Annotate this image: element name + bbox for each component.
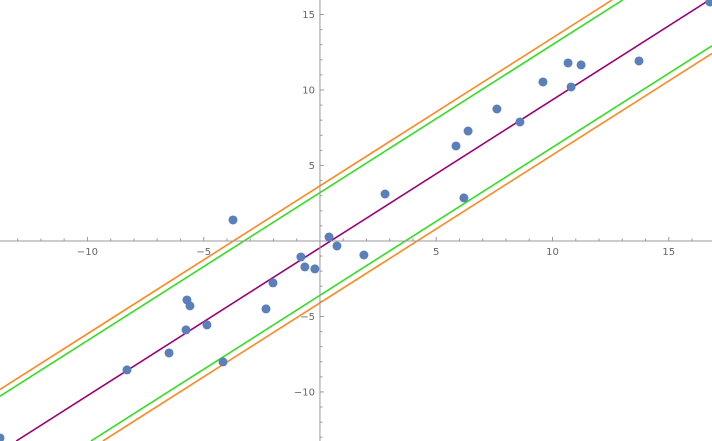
data-point	[463, 126, 473, 136]
data-point	[515, 117, 525, 127]
fit-line-4	[102, 52, 712, 441]
data-point	[185, 301, 195, 311]
data-point	[268, 278, 278, 288]
x-tick-label: −10	[77, 247, 98, 258]
data-point	[705, 0, 712, 7]
data-point	[492, 104, 502, 114]
data-point	[380, 189, 390, 199]
data-point	[296, 252, 306, 262]
x-tick-label: 10	[546, 247, 559, 258]
data-point	[563, 58, 573, 68]
data-point	[228, 215, 238, 225]
y-tick-label: 15	[302, 10, 315, 21]
x-tick-label: 5	[433, 247, 439, 258]
data-point	[300, 262, 310, 272]
data-point	[359, 250, 369, 260]
x-tick-label: 15	[662, 247, 675, 258]
data-point	[0, 433, 5, 441]
y-tick-label: −10	[294, 387, 315, 398]
y-tick-label: −5	[300, 312, 315, 323]
data-point	[566, 82, 576, 92]
x-tick-label: −5	[196, 247, 211, 258]
data-point	[576, 60, 586, 70]
y-tick-label: 10	[302, 85, 315, 96]
data-point	[310, 264, 320, 274]
data-point	[164, 348, 174, 358]
data-point	[538, 77, 548, 87]
data-point	[324, 232, 334, 242]
fit-line-1	[0, 0, 624, 397]
data-point	[181, 325, 191, 335]
fit-line-2	[90, 45, 712, 441]
data-point	[332, 241, 342, 251]
y-tick-label: 5	[309, 161, 315, 172]
data-point	[122, 365, 132, 375]
data-point	[202, 320, 212, 330]
data-point	[451, 141, 461, 151]
data-point	[218, 357, 228, 367]
data-point	[261, 304, 271, 314]
data-point	[459, 193, 469, 203]
fit-line-3	[0, 0, 613, 391]
fit-line-0	[15, 0, 710, 441]
data-point	[634, 56, 644, 66]
